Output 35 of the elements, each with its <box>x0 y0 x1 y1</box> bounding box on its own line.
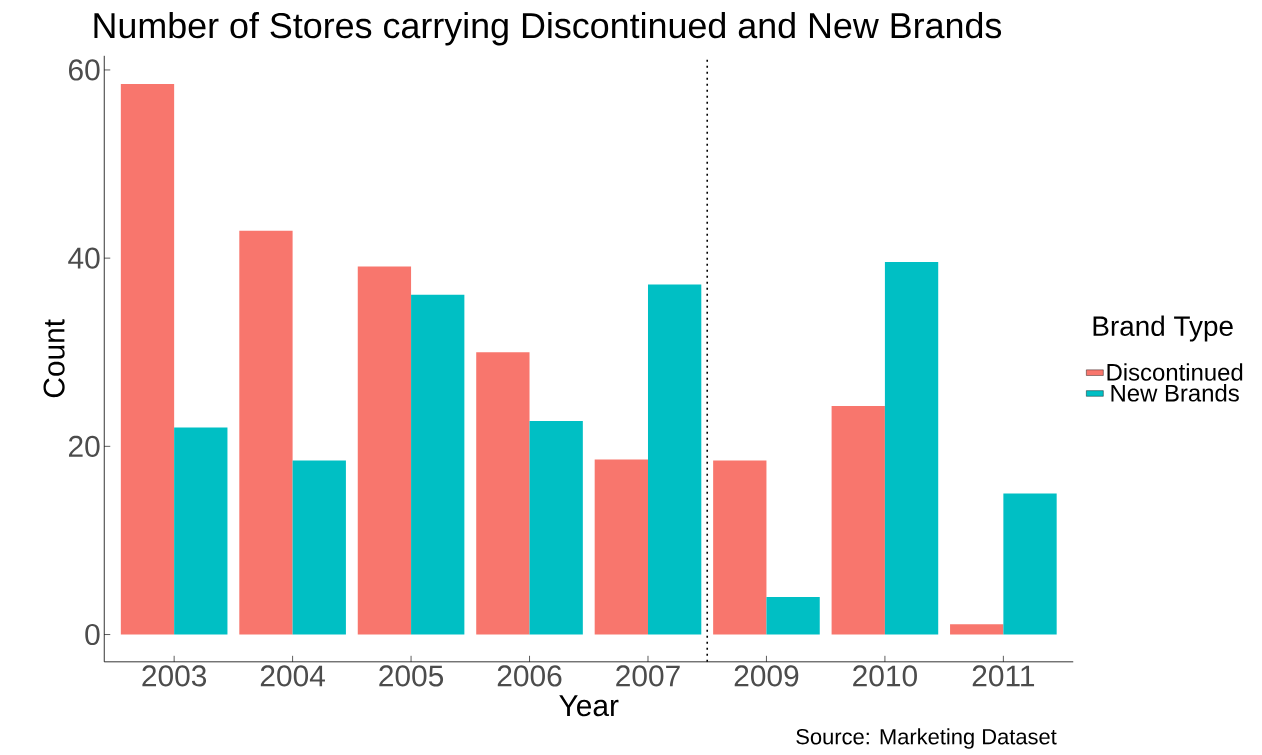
bar <box>594 459 648 635</box>
bar <box>476 352 530 635</box>
x-tick-label: 2010 <box>853 665 917 687</box>
x-tick-label: 2006 <box>497 665 562 687</box>
bar <box>713 460 767 635</box>
bar <box>292 460 346 635</box>
bar <box>120 84 175 635</box>
x-tick-label: 2003 <box>142 665 207 687</box>
bar <box>357 266 412 635</box>
y-tick-label: 20 <box>68 435 100 457</box>
x-tick-label: 2011 <box>972 665 1035 687</box>
bar <box>766 596 820 635</box>
legend-label: Discontinued <box>1107 363 1243 381</box>
bar <box>884 261 939 635</box>
bar <box>950 624 1004 635</box>
x-tick-label: 2005 <box>379 665 444 687</box>
bar <box>529 420 583 635</box>
bar <box>647 284 702 635</box>
chart-title: Number of Stores carrying Discontinued and New Brands <box>94 12 1002 46</box>
bar <box>239 230 293 635</box>
x-axis-title: Year <box>559 695 619 717</box>
source-note: Source: Marketing Dataset <box>796 728 1057 749</box>
y-tick-label: 0 <box>85 623 100 646</box>
bar <box>831 405 885 635</box>
legend-label: New Brands <box>1111 384 1239 402</box>
bar <box>411 294 465 635</box>
legend-title: Brand Type <box>1093 315 1233 342</box>
x-tick-label: 2004 <box>260 665 325 687</box>
y-tick-label: 60 <box>69 59 100 81</box>
x-tick-label: 2009 <box>734 665 799 687</box>
y-tick-label: 40 <box>68 247 100 269</box>
y-axis-title: Count <box>43 319 65 398</box>
bar <box>1003 493 1057 635</box>
bar <box>174 427 228 635</box>
x-tick-label: 2007 <box>616 665 680 687</box>
